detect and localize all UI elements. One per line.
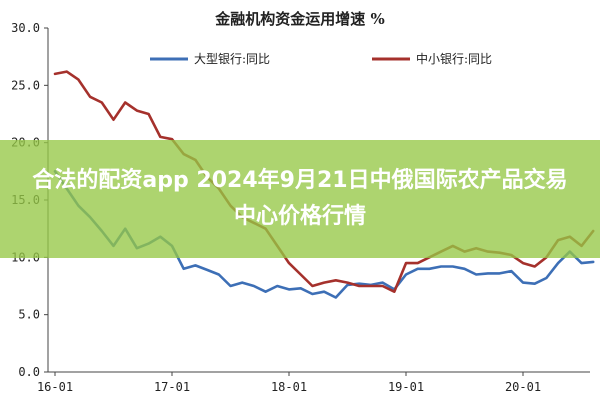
x-tick-label: 18-01	[271, 380, 307, 394]
x-tick-label: 16-01	[37, 380, 73, 394]
y-tick-label: 30.0	[11, 21, 40, 35]
chart-legend: 大型银行:同比 中小银行:同比	[150, 51, 492, 66]
x-tick-label: 20-01	[505, 380, 541, 394]
y-tick-label: 5.0	[18, 308, 40, 322]
x-tick-label: 17-01	[154, 380, 190, 394]
x-tick-label: 19-01	[388, 380, 424, 394]
legend-label-small-banks: 中小银行:同比	[416, 51, 492, 66]
watermark-text: 合法的配资app 2024年9月21日中俄国际农产品交易中心价格行情	[32, 168, 568, 229]
y-tick-label: 0.0	[18, 365, 40, 379]
legend-label-large-banks: 大型银行:同比	[194, 52, 270, 66]
chart-title: 金融机构资金运用增速 %	[214, 10, 384, 28]
y-tick-label: 25.0	[11, 78, 40, 92]
watermark-banner: 合法的配资app 2024年9月21日中俄国际农产品交易中心价格行情	[0, 140, 600, 258]
